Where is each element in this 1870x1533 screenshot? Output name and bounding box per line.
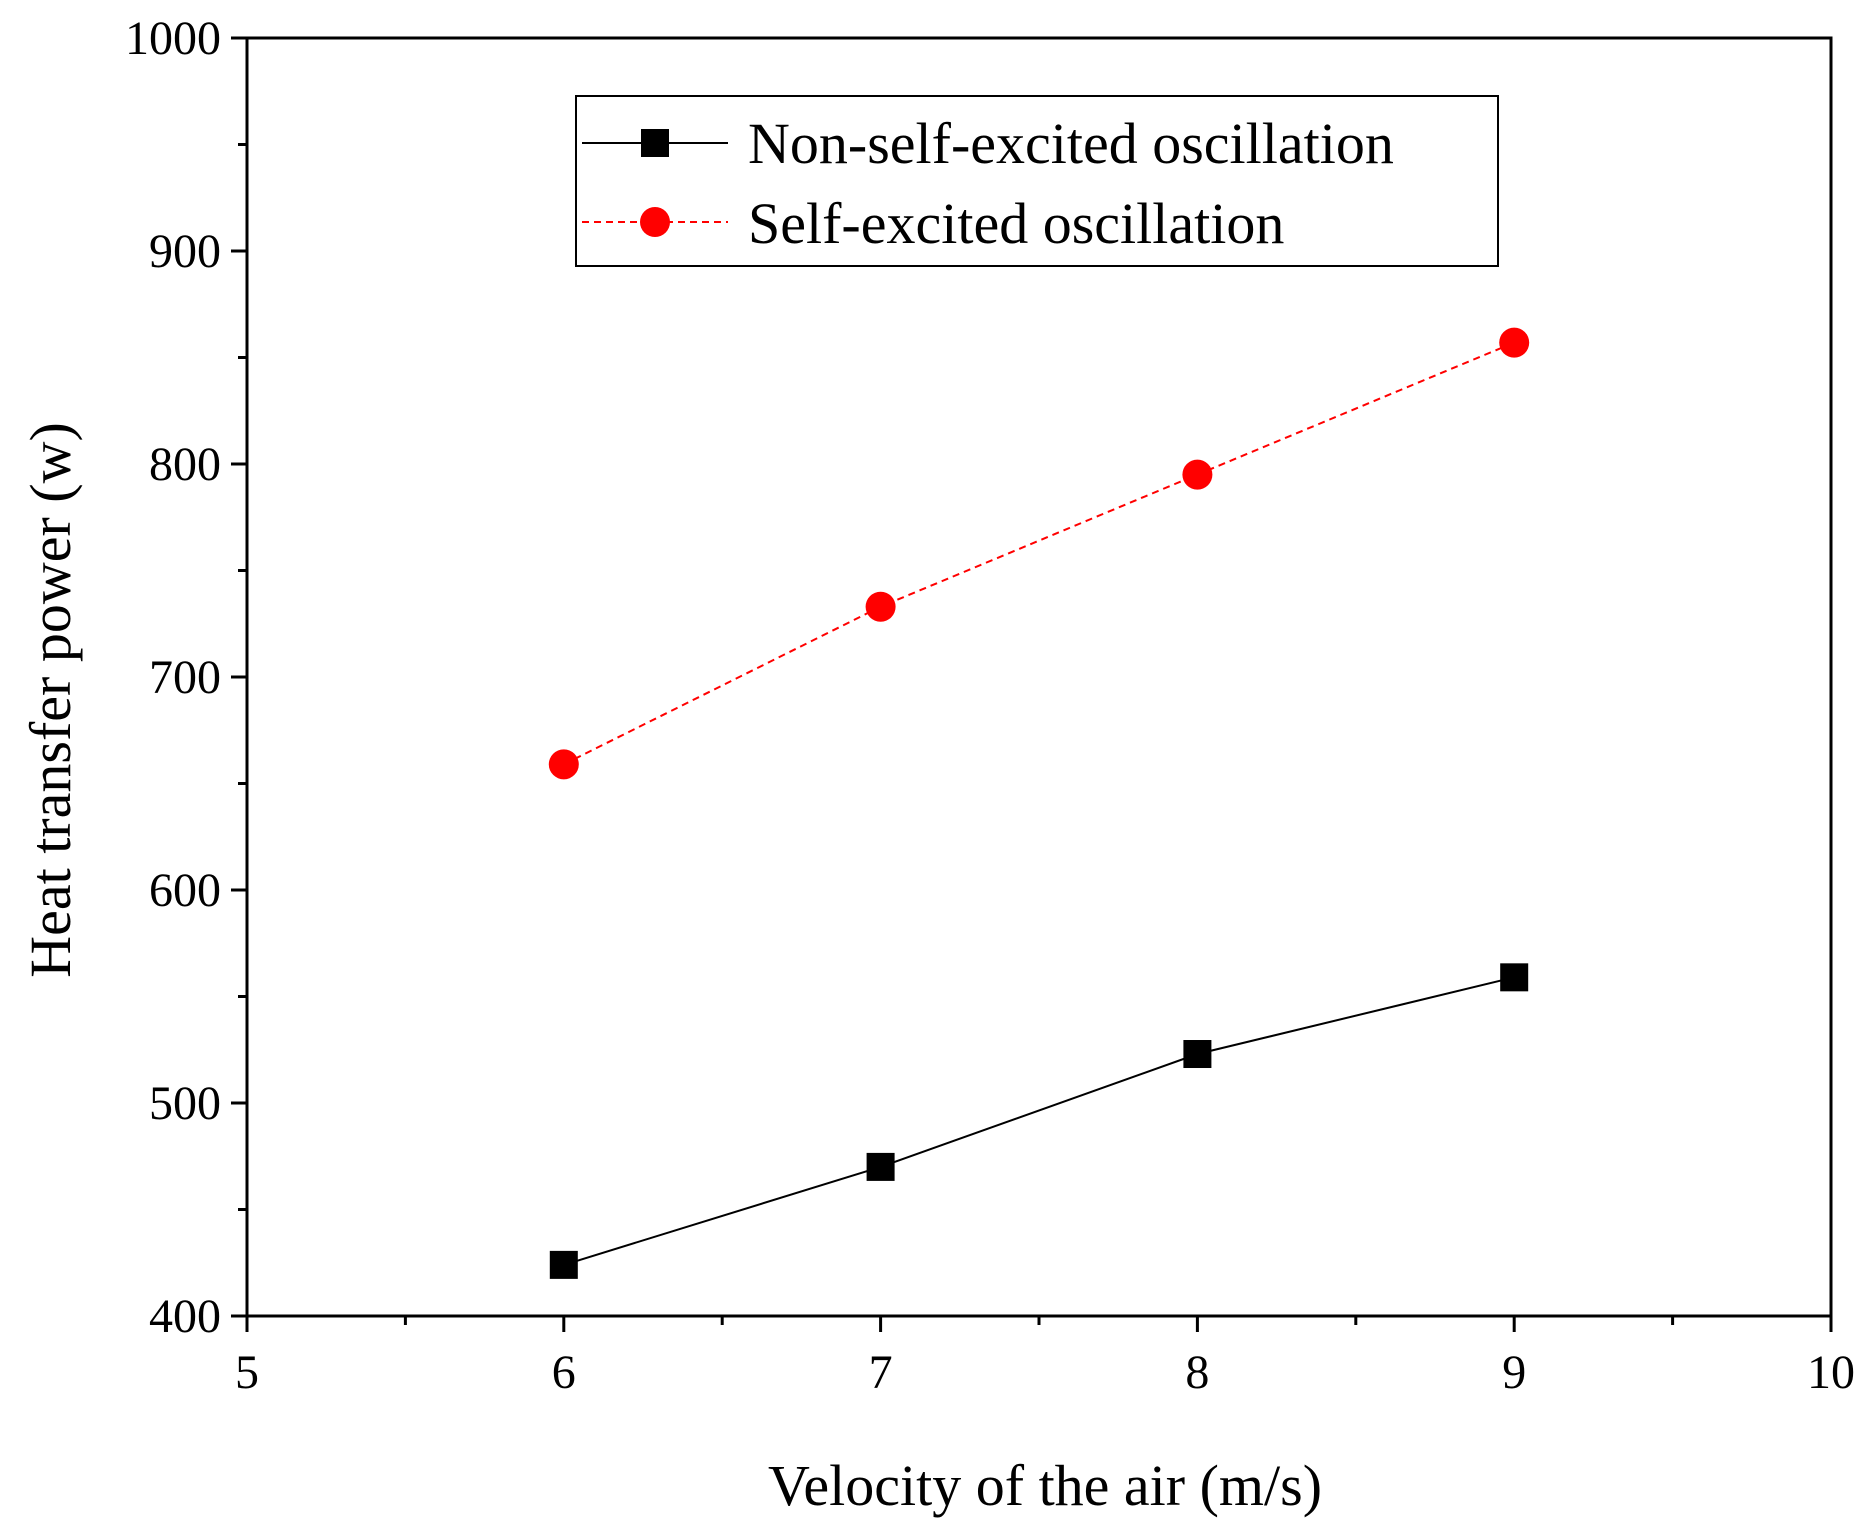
legend-label-non-self-excited: Non-self-excited oscillation <box>748 111 1394 176</box>
legend-marker-circle <box>640 207 670 237</box>
data-point-square <box>1500 963 1529 992</box>
legend-box <box>575 95 1499 267</box>
x-axis-title: Velocity of the air (m/s) <box>768 1453 1322 1518</box>
y-tick-label: 400 <box>149 1290 221 1343</box>
x-tick-label: 8 <box>1185 1346 1209 1399</box>
axis-ticks: 5 6 7 8 9 10 400 500 600 700 800 900 1000 <box>125 12 1855 1399</box>
x-tick-label: 9 <box>1502 1346 1526 1399</box>
y-tick-label: 900 <box>149 225 221 278</box>
data-point-square <box>1183 1040 1212 1069</box>
series-line-self-excited-oscillation <box>563 341 1515 766</box>
y-tick-label: 700 <box>149 651 221 704</box>
legend-marker-square <box>641 129 669 157</box>
data-point-circle <box>1499 327 1530 358</box>
series-group <box>548 327 1530 1279</box>
legend-label-self-excited: Self-excited oscillation <box>748 191 1284 256</box>
y-tick-label: 500 <box>149 1077 221 1130</box>
x-tick-label: 6 <box>552 1346 576 1399</box>
data-point-circle <box>548 749 579 780</box>
data-point-circle <box>865 591 896 622</box>
x-tick-label: 10 <box>1807 1346 1855 1399</box>
y-axis-title: Heat transfer power (w) <box>18 422 83 978</box>
y-tick-label: 1000 <box>125 12 221 65</box>
y-tick-label: 600 <box>149 864 221 917</box>
legend: Non-self-excited oscillation Self-excite… <box>575 95 1499 267</box>
series-self-excited-oscillation <box>548 327 1530 780</box>
x-tick-label: 5 <box>235 1346 259 1399</box>
data-point-square <box>549 1250 578 1279</box>
y-tick-label: 800 <box>149 438 221 491</box>
x-tick-label: 7 <box>869 1346 893 1399</box>
data-point-square <box>866 1152 895 1181</box>
data-point-circle <box>1182 459 1213 490</box>
series-line-non-self-excited-oscillation <box>563 976 1515 1266</box>
series-non-self-excited-oscillation <box>549 963 1529 1279</box>
